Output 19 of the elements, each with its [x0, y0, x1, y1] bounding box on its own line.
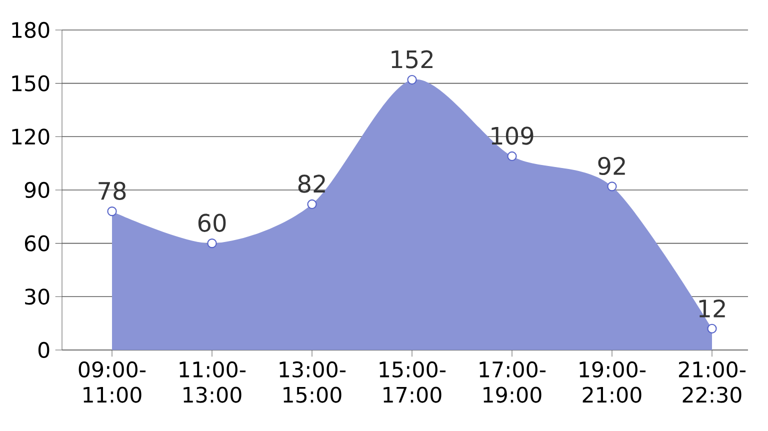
y-tick-label: 90 — [24, 182, 50, 198]
y-tick-label: 0 — [38, 342, 50, 358]
y-tick-label: 60 — [24, 235, 50, 252]
x-tick-label: 13:00-15:00 — [280, 361, 346, 403]
data-label: 82 — [298, 174, 325, 193]
data-label: 60 — [198, 214, 226, 232]
x-tick-label: 21:00-22:30 — [678, 361, 746, 403]
x-tick-label: 11:00-13:00 — [180, 361, 246, 403]
y-tick-label: 150 — [12, 75, 50, 92]
data-label: 152 — [392, 50, 432, 68]
x-tick-label: 17:00-19:00 — [480, 361, 546, 403]
data-label: 12 — [699, 299, 725, 318]
y-tick-label: 120 — [12, 128, 50, 145]
x-tick-label: 15:00-17:00 — [380, 361, 446, 403]
data-label: 92 — [598, 156, 625, 176]
x-tick-label: 19:00-21:00 — [580, 361, 646, 403]
y-tick-label: 180 — [12, 22, 50, 38]
x-tick-label: 09:00-11:00 — [78, 361, 146, 403]
y-tick-label: 30 — [25, 288, 50, 305]
